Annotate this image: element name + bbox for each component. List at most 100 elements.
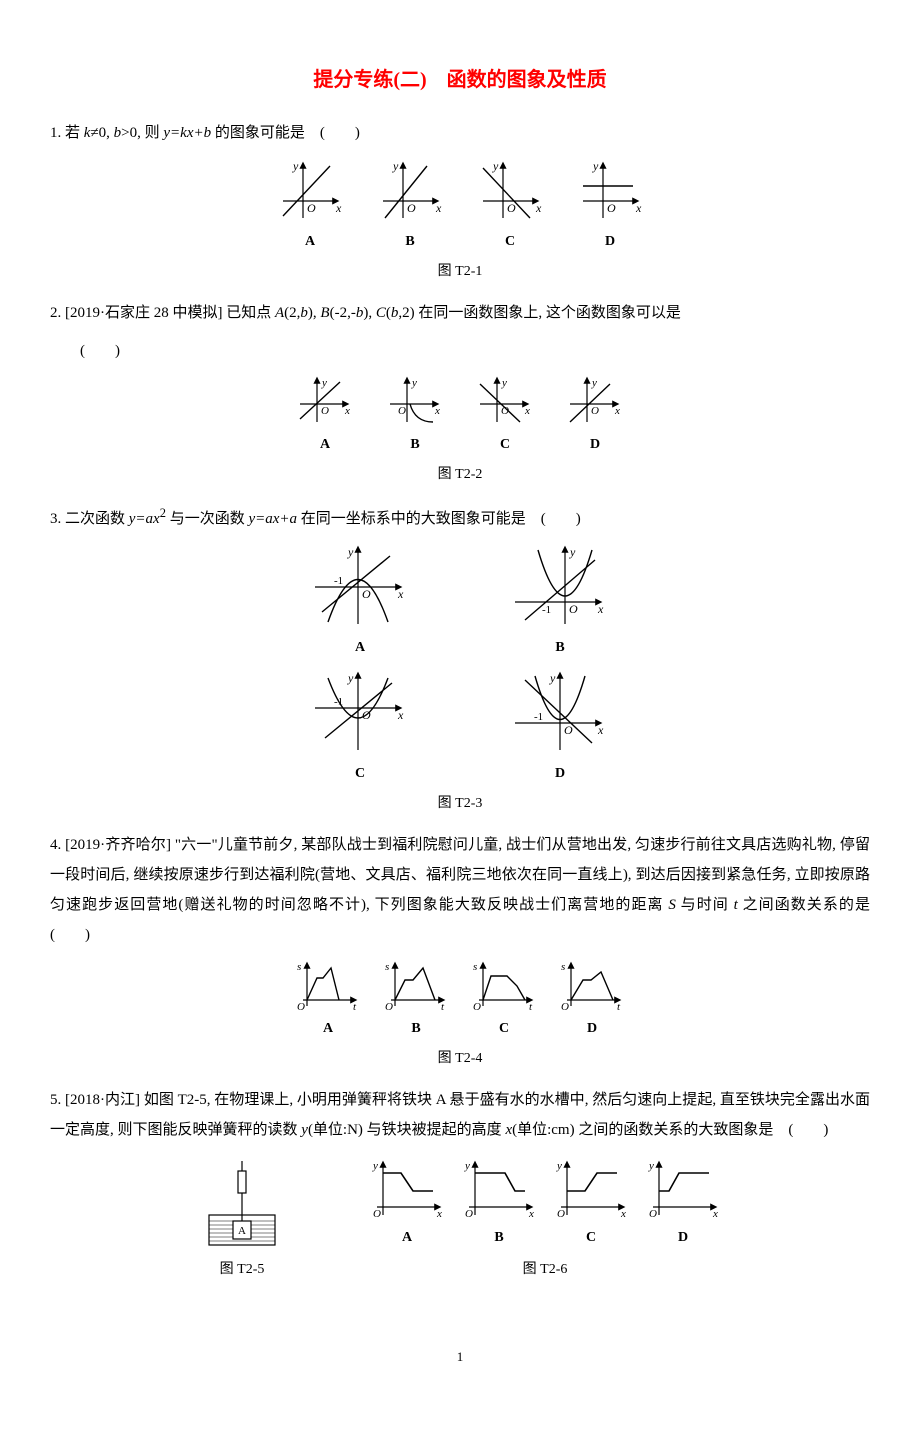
page-number: 1 [50,1344,870,1370]
question-4: 4. [2019·齐齐哈尔] "六一"儿童节前夕, 某部队战士到福利院慰问儿童,… [50,830,870,950]
q2-option-c-graph: x y O [475,374,535,429]
svg-text:O: O [564,723,573,737]
q3-label-a: A [310,634,410,662]
svg-text:x: x [535,201,542,215]
svg-text:O: O [569,602,578,616]
svg-text:y: y [347,671,354,685]
figure-t2-1: x y O A x y O B x y O C [50,156,870,256]
q2-label-b: B [385,431,445,459]
q3-option-c-graph: x y O -1 [310,668,410,758]
svg-text:x: x [344,405,350,417]
svg-text:x: x [635,201,642,215]
svg-text:x: x [435,201,442,215]
q3-option-a-graph: x y O -1 [310,542,410,632]
svg-text:t: t [441,1001,445,1013]
q1-label-c: C [475,228,545,256]
figure-t2-5-label: 图 T2-5 [197,1256,287,1284]
question-5: 5. [2018·内江] 如图 T2-5, 在物理课上, 小明用弹簧秤将铁块 A… [50,1085,870,1145]
q3-label-b: B [510,634,610,662]
svg-text:y: y [592,159,599,173]
q3-option-b-graph: x y O -1 [510,542,610,632]
svg-text:-1: -1 [542,604,551,616]
q5-option-a-graph: x y O [367,1157,447,1222]
svg-text:y: y [347,545,354,559]
svg-text:s: s [473,961,477,973]
q5-label-b: B [459,1224,539,1252]
svg-text:y: y [556,1160,562,1172]
svg-text:O: O [465,1208,473,1220]
q4-label-d: D [557,1015,627,1043]
svg-text:y: y [372,1160,378,1172]
figure-t2-6: x y O A x y O B [367,1153,723,1284]
svg-text:y: y [292,159,299,173]
figure-t2-2: x y O A x y O B x y O C [50,374,870,459]
q5-label-c: C [551,1224,631,1252]
q4-label-b: B [381,1015,451,1043]
svg-text:y: y [591,377,597,389]
q3-label-c: C [310,760,410,788]
svg-text:x: x [597,602,604,616]
svg-text:x: x [436,1208,442,1220]
question-1: 1. 若 k≠0, b>0, 则 y=kx+b 的图象可能是 ( ) [50,118,870,148]
q4-label-a: A [293,1015,363,1043]
question-2-paren: ( ) [50,336,870,366]
q2-option-a-graph: x y O [295,374,355,429]
svg-text:x: x [434,405,440,417]
svg-text:y: y [549,671,556,685]
svg-text:x: x [335,201,342,215]
svg-text:O: O [607,201,616,215]
svg-text:s: s [561,961,565,973]
svg-text:t: t [617,1001,621,1013]
svg-text:O: O [321,405,329,417]
svg-text:y: y [492,159,499,173]
q1-label-d: D [575,228,645,256]
svg-text:y: y [411,377,417,389]
svg-text:O: O [557,1208,565,1220]
q5-option-b-graph: x y O [459,1157,539,1222]
svg-text:O: O [407,201,416,215]
question-2: 2. [2019·石家庄 28 中模拟] 已知点 A(2,b), B(-2,-b… [50,298,870,328]
figure-t2-4: t s O A t s O B t s O C [50,958,870,1043]
q2-label-c: C [475,431,535,459]
svg-text:x: x [397,708,404,722]
figure-t2-1-label: 图 T2-1 [50,258,870,286]
q5-option-c-graph: x y O [551,1157,631,1222]
figure-t2-3-label: 图 T2-3 [50,790,870,818]
svg-text:y: y [321,377,327,389]
figure-t2-3: x y O -1 A x y O -1 B [50,542,870,788]
q2-option-b-graph: x y O [385,374,445,429]
svg-text:O: O [297,1001,305,1013]
svg-text:s: s [385,961,389,973]
svg-text:x: x [712,1208,718,1220]
figure-t2-4-label: 图 T2-4 [50,1045,870,1073]
q1-option-b-graph: x y O [375,156,445,226]
svg-text:y: y [464,1160,470,1172]
q5-label-a: A [367,1224,447,1252]
svg-text:t: t [353,1001,357,1013]
figure-t2-6-label: 图 T2-6 [367,1256,723,1284]
svg-text:O: O [591,405,599,417]
svg-text:O: O [373,1208,381,1220]
svg-text:x: x [397,587,404,601]
q5-label-d: D [643,1224,723,1252]
q4-label-c: C [469,1015,539,1043]
question-3: 3. 二次函数 y=ax2 与一次函数 y=ax+a 在同一坐标系中的大致图象可… [50,501,870,534]
q3-option-d-graph: x y O -1 [510,668,610,758]
svg-text:O: O [473,1001,481,1013]
q5-option-d-graph: x y O [643,1157,723,1222]
figure-t2-5: A 图 T2-5 [197,1157,287,1284]
q4-option-b-graph: t s O [381,958,451,1013]
svg-text:x: x [528,1208,534,1220]
q4-option-c-graph: t s O [469,958,539,1013]
svg-text:A: A [238,1225,246,1237]
svg-text:O: O [307,201,316,215]
q1-option-c-graph: x y O [475,156,545,226]
q1-label-b: B [375,228,445,256]
svg-text:y: y [569,545,576,559]
svg-text:y: y [392,159,399,173]
svg-text:O: O [561,1001,569,1013]
figure-t2-2-label: 图 T2-2 [50,461,870,489]
svg-text:O: O [385,1001,393,1013]
svg-text:x: x [620,1208,626,1220]
q2-option-d-graph: x y O [565,374,625,429]
